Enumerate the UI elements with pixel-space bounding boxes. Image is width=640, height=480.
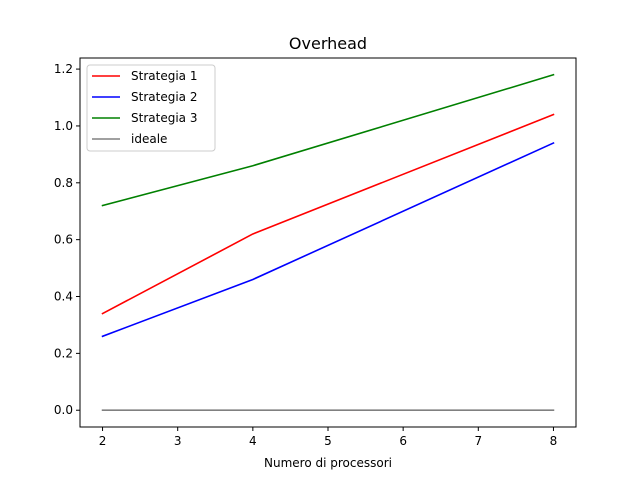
legend-box <box>86 64 216 152</box>
x-tick-label: 6 <box>399 434 407 448</box>
legend-label-3: Strategia 3 <box>131 111 197 125</box>
x-tick-label: 7 <box>474 434 482 448</box>
legend-label-4: ideale <box>131 132 167 146</box>
x-tick-label: 5 <box>324 434 332 448</box>
x-tick-label: 3 <box>174 434 182 448</box>
x-axis: 2 3 4 5 6 7 8 <box>99 427 558 448</box>
y-tick-label: 0.6 <box>54 233 73 247</box>
chart-title: Overhead <box>289 34 367 53</box>
x-tick-label: 8 <box>550 434 558 448</box>
legend-label-2: Strategia 2 <box>131 90 197 104</box>
legend: Strategia 1 Strategia 2 Strategia 3 ideale <box>86 64 216 152</box>
y-tick-label: 0.2 <box>54 346 73 360</box>
series-line-1 <box>101 113 555 315</box>
series-line-2 <box>101 141 555 338</box>
y-axis: 0.0 0.2 0.4 0.6 0.8 1.0 1.2 <box>54 62 80 417</box>
x-tick-label: 4 <box>249 434 257 448</box>
series-layer <box>101 73 555 412</box>
y-tick-label: 0.0 <box>54 403 73 417</box>
y-tick-label: 1.0 <box>54 119 73 133</box>
y-tick-label: 0.8 <box>54 176 73 190</box>
series-line-3 <box>101 73 555 207</box>
x-tick-label: 2 <box>99 434 107 448</box>
legend-label-1: Strategia 1 <box>131 69 197 83</box>
y-tick-label: 1.2 <box>54 62 73 76</box>
y-tick-label: 0.4 <box>54 290 73 304</box>
x-axis-label: Numero di processori <box>264 456 392 470</box>
